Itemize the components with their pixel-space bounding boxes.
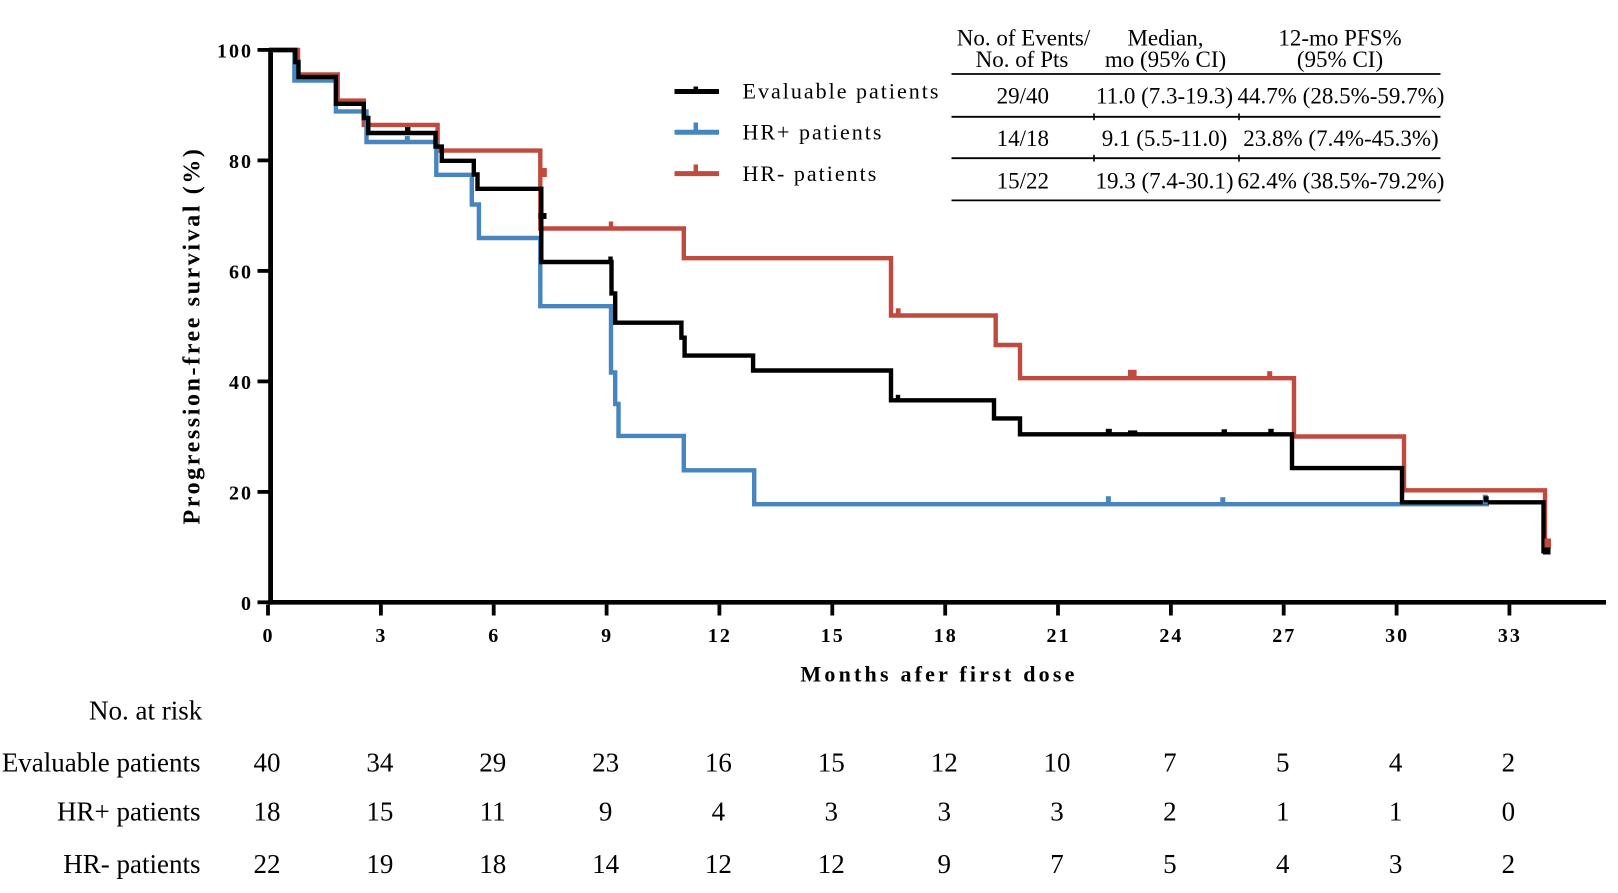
svg-text:Evaluable patients: Evaluable patients (743, 79, 941, 104)
svg-text:3: 3 (375, 625, 387, 647)
svg-text:7: 7 (1163, 748, 1177, 778)
svg-text:3: 3 (937, 797, 951, 827)
svg-text:40: 40 (254, 748, 281, 778)
svg-text:11: 11 (480, 797, 506, 827)
svg-text:100: 100 (217, 41, 253, 63)
svg-text:9: 9 (599, 797, 613, 827)
svg-text:30: 30 (1385, 625, 1409, 647)
svg-text:60: 60 (229, 262, 253, 284)
svg-text:4: 4 (712, 797, 726, 827)
svg-text:27: 27 (1272, 625, 1296, 647)
svg-text:5: 5 (1276, 748, 1290, 778)
svg-text:21: 21 (1047, 625, 1071, 647)
svg-text:7: 7 (1050, 849, 1064, 879)
svg-text:9.1 (5.5-11.0): 9.1 (5.5-11.0) (1102, 126, 1228, 151)
svg-text:No. of Pts: No. of Pts (976, 47, 1069, 72)
svg-text:24: 24 (1159, 625, 1183, 647)
svg-text:29: 29 (479, 748, 506, 778)
svg-text:19.3 (7.4-30.1): 19.3 (7.4-30.1) (1096, 169, 1234, 194)
svg-text:12: 12 (931, 748, 958, 778)
svg-text:10: 10 (1044, 748, 1071, 778)
svg-text:mo (95% CI): mo (95% CI) (1105, 47, 1226, 72)
svg-text:2: 2 (1163, 797, 1177, 827)
svg-text:HR- patients: HR- patients (743, 161, 879, 186)
svg-text:16: 16 (705, 748, 732, 778)
svg-text:4: 4 (1276, 849, 1290, 879)
svg-text:HR+ patients: HR+ patients (57, 797, 200, 827)
svg-text:40: 40 (229, 372, 253, 394)
svg-text:12: 12 (705, 849, 732, 879)
svg-text:11.0 (7.3-19.3): 11.0 (7.3-19.3) (1096, 84, 1233, 109)
svg-text:23: 23 (592, 748, 619, 778)
svg-text:6: 6 (488, 625, 500, 647)
svg-text:12: 12 (818, 849, 845, 879)
svg-text:15: 15 (366, 797, 393, 827)
svg-text:3: 3 (1050, 797, 1064, 827)
svg-text:Months afer first dose: Months afer first dose (800, 662, 1077, 687)
svg-text:80: 80 (229, 151, 253, 173)
svg-text:2: 2 (1502, 748, 1516, 778)
svg-text:3: 3 (825, 797, 839, 827)
svg-text:44.7% (28.5%-59.7%): 44.7% (28.5%-59.7%) (1238, 84, 1445, 109)
svg-text:0: 0 (1502, 797, 1516, 827)
svg-text:9: 9 (937, 849, 951, 879)
svg-text:18: 18 (479, 849, 506, 879)
svg-text:15: 15 (818, 748, 845, 778)
svg-text:15/22: 15/22 (997, 169, 1049, 194)
svg-text:0: 0 (241, 593, 253, 615)
svg-text:0: 0 (263, 625, 275, 647)
svg-text:5: 5 (1163, 849, 1177, 879)
svg-text:2: 2 (1502, 849, 1516, 879)
svg-text:33: 33 (1498, 625, 1522, 647)
svg-text:HR- patients: HR- patients (63, 849, 200, 879)
svg-text:No. of Events/: No. of Events/ (957, 26, 1091, 51)
svg-text:9: 9 (601, 625, 613, 647)
svg-text:1: 1 (1389, 797, 1403, 827)
svg-text:18: 18 (934, 625, 958, 647)
svg-text:20: 20 (229, 483, 253, 505)
svg-text:4: 4 (1389, 748, 1403, 778)
svg-text:18: 18 (254, 797, 281, 827)
svg-text:No. at risk: No. at risk (89, 696, 203, 726)
svg-text:12: 12 (708, 625, 732, 647)
svg-text:1: 1 (1276, 797, 1290, 827)
svg-text:Median,: Median, (1127, 26, 1203, 51)
svg-text:HR+ patients: HR+ patients (743, 120, 884, 145)
svg-text:22: 22 (254, 849, 281, 879)
svg-text:(95% CI): (95% CI) (1297, 47, 1383, 72)
svg-text:34: 34 (366, 748, 394, 778)
svg-text:14/18: 14/18 (997, 126, 1049, 151)
svg-text:19: 19 (366, 849, 393, 879)
svg-text:62.4% (38.5%-79.2%): 62.4% (38.5%-79.2%) (1238, 169, 1445, 194)
svg-text:15: 15 (821, 625, 845, 647)
svg-text:23.8% (7.4%-45.3%): 23.8% (7.4%-45.3%) (1243, 126, 1438, 151)
svg-text:12-mo PFS%: 12-mo PFS% (1278, 26, 1401, 51)
svg-text:Evaluable patients: Evaluable patients (2, 748, 201, 778)
svg-text:29/40: 29/40 (997, 84, 1049, 109)
svg-text:3: 3 (1389, 849, 1403, 879)
svg-text:14: 14 (592, 849, 620, 879)
svg-text:Progression-free survival (%): Progression-free survival (%) (180, 146, 206, 524)
